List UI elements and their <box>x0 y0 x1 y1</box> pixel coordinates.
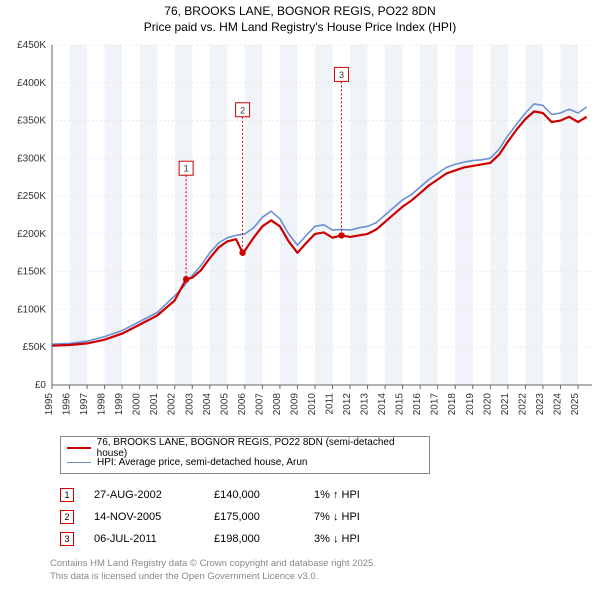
event-date: 06-JUL-2011 <box>94 533 194 545</box>
svg-text:£450K: £450K <box>17 40 46 51</box>
svg-text:£300K: £300K <box>17 154 46 165</box>
svg-text:2002: 2002 <box>167 393 178 416</box>
svg-text:£250K: £250K <box>17 191 46 202</box>
event-price: £175,000 <box>214 511 294 523</box>
svg-text:2017: 2017 <box>430 393 441 416</box>
svg-text:2006: 2006 <box>237 393 248 416</box>
svg-text:£400K: £400K <box>17 78 46 89</box>
title-line1: 76, BROOKS LANE, BOGNOR REGIS, PO22 8DN <box>0 4 600 20</box>
event-diff: 1% ↑ HPI <box>314 489 394 501</box>
svg-text:£100K: £100K <box>17 305 46 316</box>
event-date: 27-AUG-2002 <box>94 489 194 501</box>
svg-text:1996: 1996 <box>62 393 73 416</box>
svg-text:£350K: £350K <box>17 116 46 127</box>
title-line2: Price paid vs. HM Land Registry's House … <box>0 20 600 36</box>
svg-text:2007: 2007 <box>254 393 265 416</box>
svg-text:2021: 2021 <box>500 393 511 416</box>
svg-text:2023: 2023 <box>535 393 546 416</box>
legend-row: 76, BROOKS LANE, BOGNOR REGIS, PO22 8DN … <box>67 441 423 455</box>
svg-text:2019: 2019 <box>465 393 476 416</box>
event-diff: 3% ↓ HPI <box>314 533 394 545</box>
svg-text:2015: 2015 <box>395 393 406 416</box>
svg-text:2018: 2018 <box>447 393 458 416</box>
svg-text:2014: 2014 <box>377 393 388 416</box>
legend-swatch <box>67 447 91 449</box>
events-table: 1 27-AUG-2002 £140,000 1% ↑ HPI 2 14-NOV-2005… <box>60 484 600 550</box>
event-number-box: 3 <box>60 532 74 546</box>
svg-text:£0: £0 <box>35 380 47 391</box>
event-row: 2 14-NOV-2005 £175,000 7% ↓ HPI <box>60 506 600 528</box>
svg-text:3: 3 <box>339 70 344 80</box>
svg-text:1997: 1997 <box>79 393 90 416</box>
svg-text:2008: 2008 <box>272 393 283 416</box>
price-chart-svg: £0 £50K £100K £150K £200K £250K £300K £350K £400… <box>0 35 600 425</box>
svg-text:£200K: £200K <box>17 229 46 240</box>
svg-text:2003: 2003 <box>184 393 195 416</box>
legend-label: HPI: Average price, semi-detached house,… <box>97 457 308 468</box>
chart-title: 76, BROOKS LANE, BOGNOR REGIS, PO22 8DN … <box>0 0 600 35</box>
svg-text:2016: 2016 <box>412 393 423 416</box>
svg-text:£150K: £150K <box>17 267 46 278</box>
event-number-box: 1 <box>60 488 74 502</box>
svg-text:2000: 2000 <box>132 393 143 416</box>
svg-text:2: 2 <box>240 105 245 115</box>
svg-text:2020: 2020 <box>482 393 493 416</box>
footer-line1: Contains HM Land Registry data © Crown c… <box>50 558 600 570</box>
svg-text:2009: 2009 <box>289 393 300 416</box>
event-number-box: 2 <box>60 510 74 524</box>
svg-text:1999: 1999 <box>114 393 125 416</box>
legend-box: 76, BROOKS LANE, BOGNOR REGIS, PO22 8DN … <box>60 436 430 474</box>
svg-text:1: 1 <box>184 164 189 174</box>
event-price: £198,000 <box>214 533 294 545</box>
event-date: 14-NOV-2005 <box>94 511 194 523</box>
svg-text:2012: 2012 <box>342 393 353 416</box>
svg-text:1995: 1995 <box>44 393 55 416</box>
svg-text:2010: 2010 <box>307 393 318 416</box>
footer-line2: This data is licensed under the Open Gov… <box>50 571 600 583</box>
svg-text:2024: 2024 <box>552 393 563 416</box>
event-diff: 7% ↓ HPI <box>314 511 394 523</box>
footer-attribution: Contains HM Land Registry data © Crown c… <box>50 558 600 583</box>
svg-text:2005: 2005 <box>219 393 230 416</box>
svg-text:2025: 2025 <box>570 393 581 416</box>
svg-text:2011: 2011 <box>325 393 336 415</box>
event-row: 1 27-AUG-2002 £140,000 1% ↑ HPI <box>60 484 600 506</box>
legend-swatch <box>67 462 91 463</box>
svg-text:2013: 2013 <box>360 393 371 416</box>
svg-text:£50K: £50K <box>23 342 47 353</box>
svg-text:1998: 1998 <box>97 393 108 416</box>
svg-text:2004: 2004 <box>202 393 213 416</box>
svg-text:2022: 2022 <box>517 393 528 416</box>
event-row: 3 06-JUL-2011 £198,000 3% ↓ HPI <box>60 528 600 550</box>
svg-text:2001: 2001 <box>149 393 160 416</box>
event-price: £140,000 <box>214 489 294 501</box>
chart-area: £0 £50K £100K £150K £200K £250K £300K £350K £400… <box>0 35 600 430</box>
